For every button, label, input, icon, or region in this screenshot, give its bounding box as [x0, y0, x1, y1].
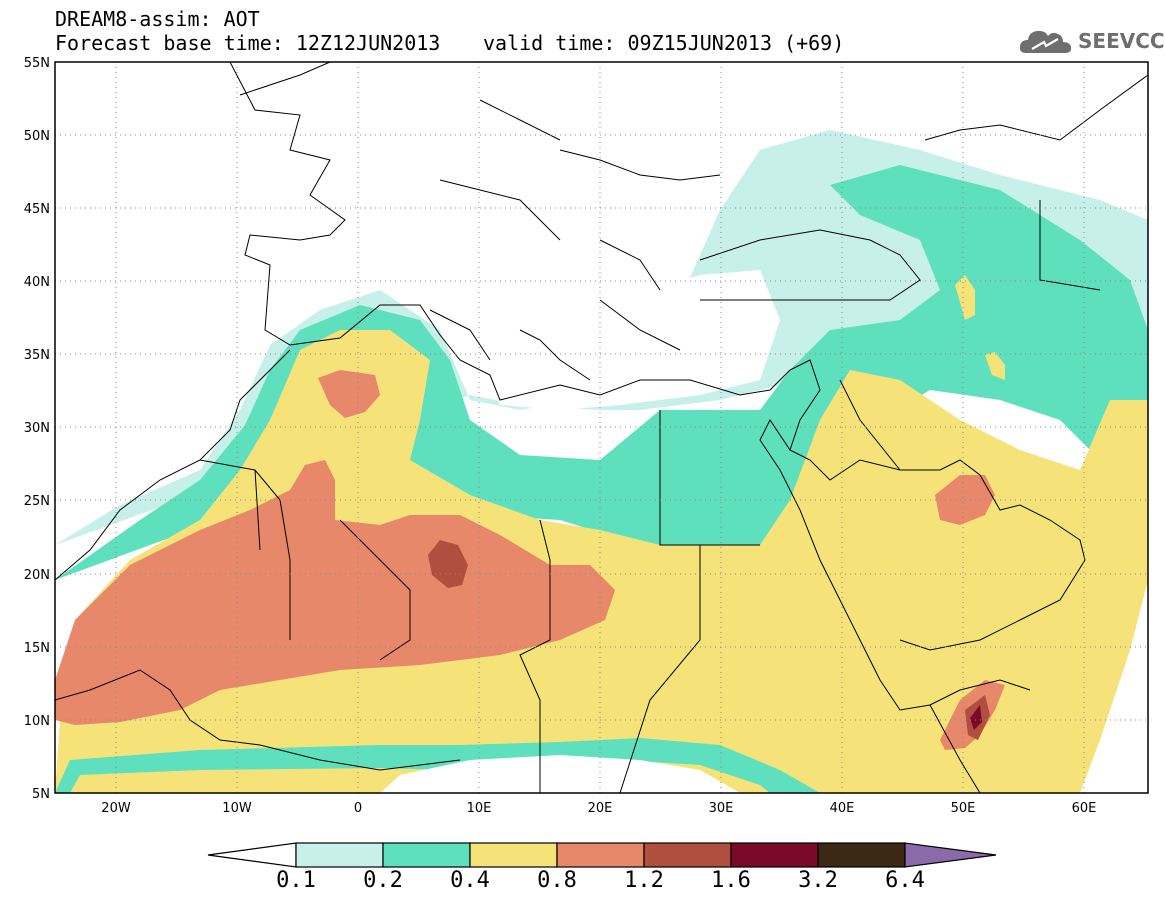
lon-label: 20E: [588, 801, 613, 816]
colorbar-label: 0.8: [537, 868, 577, 893]
lat-label: 5N: [32, 787, 50, 802]
colorbar-arrow-high: [904, 842, 997, 868]
colorbar-swatch: [643, 842, 732, 868]
lon-label: 30E: [709, 801, 734, 816]
lat-label: 25N: [24, 494, 50, 509]
lon-label: 10E: [467, 801, 492, 816]
lon-label: 0: [354, 801, 362, 816]
colorbar-label: 0.4: [450, 868, 490, 893]
lon-label: 20W: [101, 801, 131, 816]
colorbar-swatch: [730, 842, 819, 868]
lat-axis: 55N 50N 45N 40N 35N 30N 25N 20N 15N 10N …: [24, 56, 50, 802]
colorbar-label: 3.2: [798, 868, 838, 893]
lat-label: 55N: [24, 56, 50, 71]
colorbar-label: 0.1: [276, 868, 316, 893]
colorbar-swatch: [817, 842, 906, 868]
lat-label: 50N: [24, 129, 50, 144]
colorbar: [207, 842, 997, 868]
lon-label: 40E: [830, 801, 855, 816]
colorbar-swatch: [295, 842, 384, 868]
aot-contour-1.2: [428, 540, 468, 588]
aot-contour-0.4: [55, 330, 1148, 793]
logo: SEEVCCC: [1018, 25, 1165, 57]
aot-contour-0.8: [55, 460, 615, 725]
lon-label: 50E: [951, 801, 976, 816]
aot-field: [55, 62, 1148, 793]
lon-label: 10W: [222, 801, 252, 816]
title-base-time: Forecast base time: 12Z12JUN2013: [55, 31, 441, 55]
lat-label: 35N: [24, 348, 50, 363]
colorbar-label: 6.4: [885, 868, 925, 893]
lon-label: 60E: [1072, 801, 1097, 816]
title-valid-time: valid time: 09Z15JUN2013 (+69): [483, 31, 845, 55]
lat-label: 30N: [24, 421, 50, 436]
logo-text: SEEVCCC: [1078, 29, 1165, 53]
title-model-line: DREAM8-assim: AOT: [55, 7, 260, 31]
lat-label: 45N: [24, 202, 50, 217]
lat-label: 40N: [24, 275, 50, 290]
map-frame: [54, 61, 1149, 794]
colorbar-label: 1.6: [711, 868, 751, 893]
colorbar-label: 1.2: [624, 868, 664, 893]
grid-lines: [55, 62, 1148, 793]
lat-label: 10N: [24, 714, 50, 729]
colorbar-arrow-low: [207, 842, 297, 868]
lat-label: 20N: [24, 568, 50, 583]
colorbar-label: 0.2: [363, 868, 403, 893]
lat-label: 15N: [24, 641, 50, 656]
cloud-icon: [1019, 30, 1072, 53]
colorbar-swatch: [556, 842, 645, 868]
colorbar-swatch: [469, 842, 558, 868]
colorbar-swatch: [382, 842, 471, 868]
lon-axis: 20W 10W 0 10E 20E 30E 40E 50E 60E: [101, 801, 1096, 816]
